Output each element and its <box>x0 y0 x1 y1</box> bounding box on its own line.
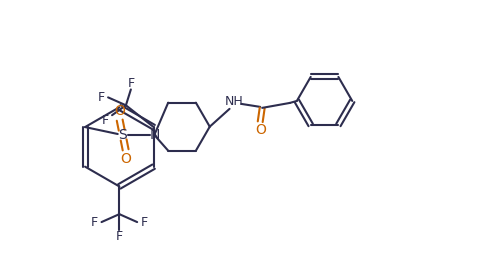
Text: O: O <box>120 152 131 166</box>
Text: N: N <box>149 128 160 142</box>
Text: F: F <box>116 230 123 244</box>
Text: F: F <box>98 91 105 104</box>
Text: O: O <box>114 104 125 118</box>
Text: F: F <box>140 215 148 229</box>
Text: F: F <box>102 114 109 127</box>
Text: F: F <box>91 215 98 229</box>
Text: F: F <box>127 77 134 90</box>
Text: NH: NH <box>225 95 244 108</box>
Text: S: S <box>118 128 127 142</box>
Text: O: O <box>255 123 266 137</box>
